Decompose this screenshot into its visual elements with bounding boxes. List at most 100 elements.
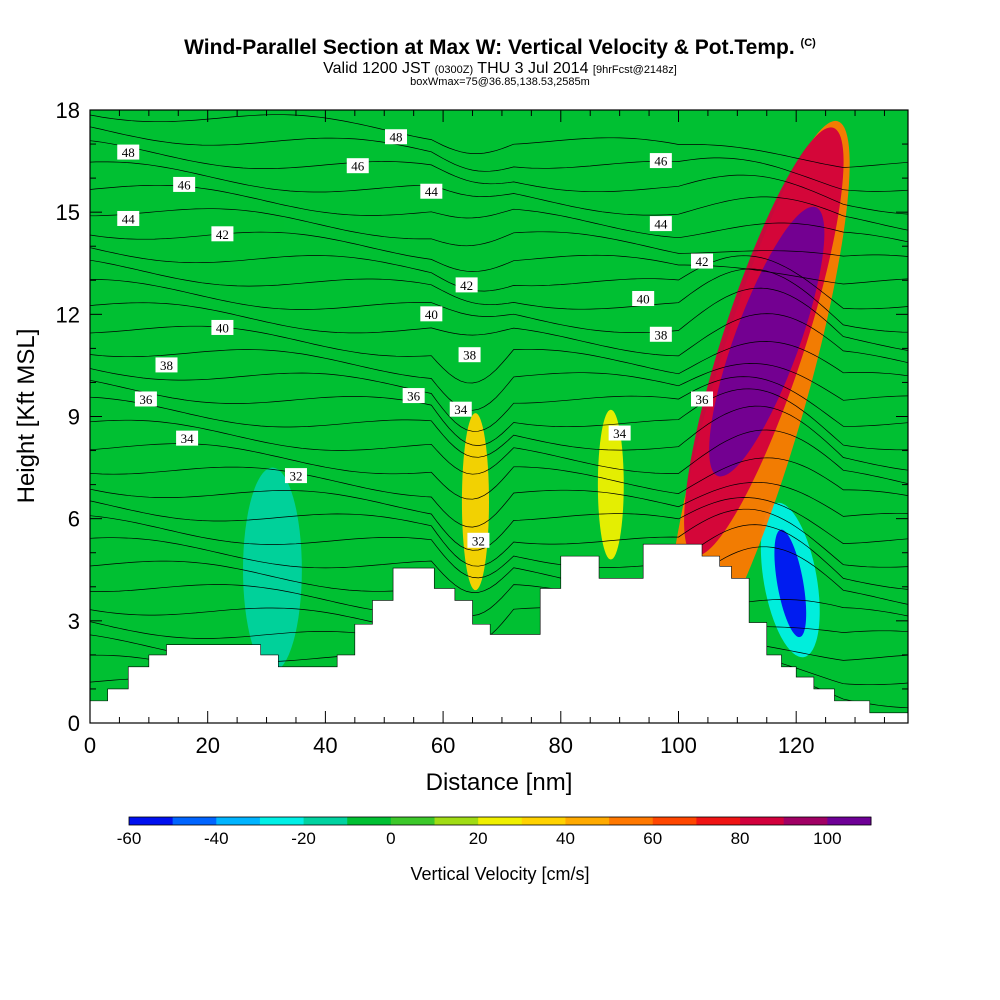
theta-contour-7 [90,537,908,605]
x-tick-label-3: 60 [431,733,455,758]
contour-label-text: 44 [122,211,136,226]
w-feature-0 [219,191,285,260]
x-tick-label-4: 80 [549,733,573,758]
theta-contour-20 [90,278,908,351]
contour-label-box [173,176,196,192]
contour-label-box [449,401,472,417]
x-tick-label-2: 40 [313,733,337,758]
contour-label-22: 38 [649,326,672,342]
theta-contour-6 [90,560,908,617]
theta-contour-19 [90,302,908,364]
contour-label-box [117,210,140,226]
contour-label-box [385,129,408,145]
colorbar-label: Vertical Velocity [cm/s] [410,864,589,884]
colorbar-swatch-1 [172,817,217,825]
contour-label-box [467,532,490,548]
colorbar-tick-label-6: 60 [643,829,662,848]
contour-label-5: 38 [155,357,178,373]
theta-contour-14 [90,396,908,471]
colorbar-tick-label-8: 100 [813,829,841,848]
boxwmax-note: boxWmax=75@36.85,138.53,2585m [410,76,590,88]
valid-fcst: [9hrFcst@2148z] [592,64,677,76]
x-tick-label-5: 100 [660,733,697,758]
theta-contour-24 [90,208,908,257]
theta-contour-12 [90,443,908,500]
theta-contour-5 [90,584,908,644]
colorbar-tick-label-1: -40 [204,829,229,848]
contour-label-box [649,216,672,232]
contour-label-2: 44 [117,210,140,226]
chart-subtitle: Valid 1200 JST (0300Z) THU 3 Jul 2014 [9… [323,60,677,77]
contour-labels: 48 46 44 42 40 38 36 34 32 48 46 44 42 40 38 36 34 32 46 44… [117,129,714,548]
contour-label-box [284,468,307,484]
contour-label-text: 40 [216,320,229,335]
contour-label-0: 48 [117,144,140,160]
contour-label-text: 40 [425,307,438,322]
contour-label-1: 46 [173,176,196,192]
contour-label-box [691,391,714,407]
contour-label-8: 32 [284,468,307,484]
colorbar-swatch-0 [129,817,174,825]
contour-label-text: 34 [454,402,468,417]
w-feature-6 [774,529,807,638]
terrain [90,543,908,723]
contour-label-12: 42 [455,277,478,293]
contour-label-text: 36 [407,389,421,404]
contour-label-11: 44 [420,183,443,199]
plot-area: 48 46 44 42 40 38 36 34 32 48 46 44 42 40 38 36 34 32 46 44… [90,110,908,723]
colorbar-swatch-16 [827,817,872,825]
colorbar-frame [128,816,872,826]
contour-label-text: 38 [654,327,667,342]
contour-label-21: 40 [632,291,655,307]
colorbar-swatch-12 [652,817,697,825]
x-tick-label-6: 120 [778,733,815,758]
colorbar-tick-label-7: 80 [731,829,750,848]
contour-label-text: 48 [390,130,403,145]
valid-utc: (0300Z) [434,64,474,76]
contour-label-text: 42 [216,227,229,242]
contour-label-10: 46 [346,158,369,174]
contour-label-4: 40 [211,319,234,335]
colorbar-tick-label-5: 40 [556,829,575,848]
contour-label-text: 44 [654,217,668,232]
colorbar-swatch-3 [259,817,305,825]
colorbar-tick-label-2: -20 [291,829,316,848]
contour-label-18: 46 [649,153,672,169]
contour-label-text: 32 [472,533,485,548]
contour-label-text: 46 [351,159,365,174]
theta-contour-9 [90,500,908,568]
contour-label-box [420,183,443,199]
contour-label-box [632,291,655,307]
colorbar-swatch-8 [478,817,523,825]
theta-contour-25 [90,184,908,243]
contour-label-box [155,357,178,373]
colorbar-tick-label-3: 0 [386,829,395,848]
contour-label-text: 36 [139,392,153,407]
theta-contour-28 [90,126,908,192]
contour-label-16: 34 [449,401,472,417]
contour-label-text: 48 [122,145,135,160]
colorbar-swatch-4 [303,817,348,825]
contour-label-box [402,388,425,404]
contour-label-3: 42 [211,226,234,242]
colorbar-swatch-9 [521,817,566,825]
contour-label-20: 42 [691,253,714,269]
colorbar-swatch-11 [609,817,654,825]
theta-contour-26 [90,161,908,231]
y-tick-label-1: 3 [68,609,80,634]
colorbar-swatch-10 [565,817,610,825]
theta-contour-17 [90,349,908,411]
theta-contour-13 [90,419,908,484]
y-tick-label-5: 15 [56,200,80,225]
contour-label-text: 32 [289,469,302,484]
theta-contour-29 [90,114,908,168]
colorbar-swatch-2 [216,817,261,825]
contour-label-14: 38 [458,347,481,363]
title-suffix: (C) [800,37,816,49]
contour-label-text: 38 [160,358,173,373]
contour-label-box [458,347,481,363]
contour-label-text: 36 [696,392,710,407]
contour-label-15: 36 [402,388,425,404]
contour-label-24: 34 [608,425,631,441]
